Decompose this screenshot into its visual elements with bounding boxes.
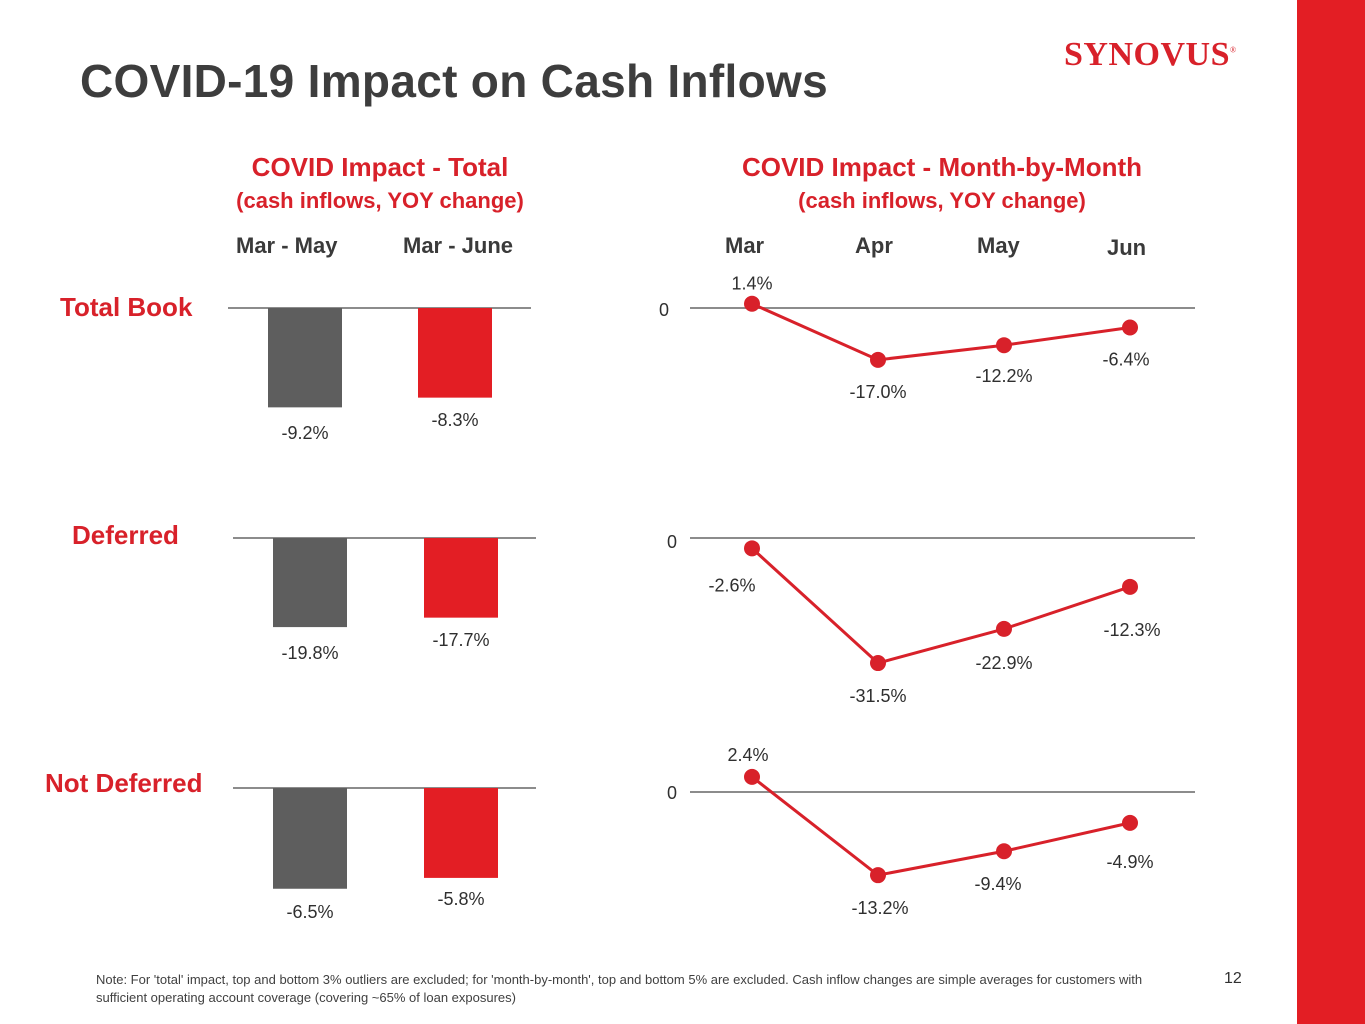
data-point-jun: [1122, 319, 1138, 336]
bar-value-label: -5.8%: [437, 889, 484, 909]
data-point-mar: [744, 295, 760, 312]
left-panel-title: COVID Impact - Total: [251, 152, 509, 182]
column-header-mar-may: Mar - May: [236, 233, 338, 258]
point-value-label: -31.5%: [849, 686, 906, 706]
left-panel-subtitle: (cash inflows, YOY change): [236, 188, 524, 213]
point-value-label: -22.9%: [975, 653, 1032, 673]
series-line: [751, 302, 1131, 362]
point-value-label: -6.4%: [1102, 350, 1149, 370]
page-number: 12: [1224, 970, 1242, 987]
zero-axis-label: 0: [667, 532, 677, 552]
column-header-mar: Mar: [725, 233, 765, 258]
zero-axis-label: 0: [659, 300, 669, 320]
bar-value-label: -19.8%: [281, 643, 338, 663]
data-point-may: [996, 843, 1012, 860]
slide-title: COVID-19 Impact on Cash Inflows: [80, 55, 828, 107]
right-panel-subtitle: (cash inflows, YOY change): [798, 188, 1086, 213]
logo-registered-mark: ®: [1229, 45, 1237, 55]
data-point-jun: [1122, 814, 1138, 831]
bar-mar-june: [424, 788, 498, 878]
point-value-label: -9.4%: [974, 874, 1021, 894]
row-label-total-book: Total Book: [60, 292, 193, 322]
data-point-may: [996, 337, 1012, 354]
bar-mar-may: [273, 538, 347, 628]
red-sidebar: [1297, 0, 1365, 1024]
bar-mar-may: [268, 308, 342, 408]
bar-value-label: -9.2%: [281, 423, 328, 443]
bar-mar-june: [424, 538, 498, 618]
point-value-label: -2.6%: [708, 575, 755, 595]
bar-value-label: -17.7%: [432, 630, 489, 650]
synovus-logo: SYNOVUS®: [1064, 36, 1237, 74]
right-panel-title: COVID Impact - Month-by-Month: [741, 152, 1143, 182]
column-header-apr: Apr: [855, 233, 893, 258]
point-value-label: 1.4%: [731, 274, 772, 294]
column-header-mar-june: Mar - June: [403, 233, 514, 258]
row-label-deferred: Deferred: [72, 520, 179, 550]
data-point-apr: [870, 867, 886, 884]
bar-mar-may: [273, 788, 347, 889]
point-value-label: -4.9%: [1106, 852, 1153, 872]
zero-axis-label: 0: [667, 783, 677, 803]
point-value-label: -13.2%: [851, 898, 908, 918]
point-value-label: 2.4%: [727, 745, 768, 765]
series-line: [751, 775, 1131, 877]
bar-value-label: -6.5%: [286, 902, 333, 922]
data-point-apr: [870, 351, 886, 368]
data-point-may: [996, 620, 1012, 637]
column-header-jun: Jun: [1107, 235, 1147, 260]
footnote: Note: For 'total' impact, top and bottom…: [96, 972, 1143, 1005]
data-point-mar: [744, 540, 760, 557]
bar-value-label: -8.3%: [431, 410, 478, 430]
row-label-not-deferred: Not Deferred: [45, 768, 203, 798]
charts-canvas: -9.2% -8.3% 0 1.4% -17.0% -12.2% -6.4% -19.8% -1…: [228, 274, 1195, 922]
logo-text: SYNOVUS: [1064, 36, 1230, 73]
series-line: [750, 547, 1131, 665]
column-header-may: May: [977, 233, 1020, 258]
data-point-apr: [870, 655, 886, 672]
data-point-mar: [744, 768, 760, 785]
point-value-label: -17.0%: [849, 382, 906, 402]
point-value-label: -12.2%: [975, 366, 1032, 386]
point-value-label: -12.3%: [1103, 620, 1160, 640]
bar-mar-june: [418, 308, 492, 398]
data-point-jun: [1122, 578, 1138, 595]
